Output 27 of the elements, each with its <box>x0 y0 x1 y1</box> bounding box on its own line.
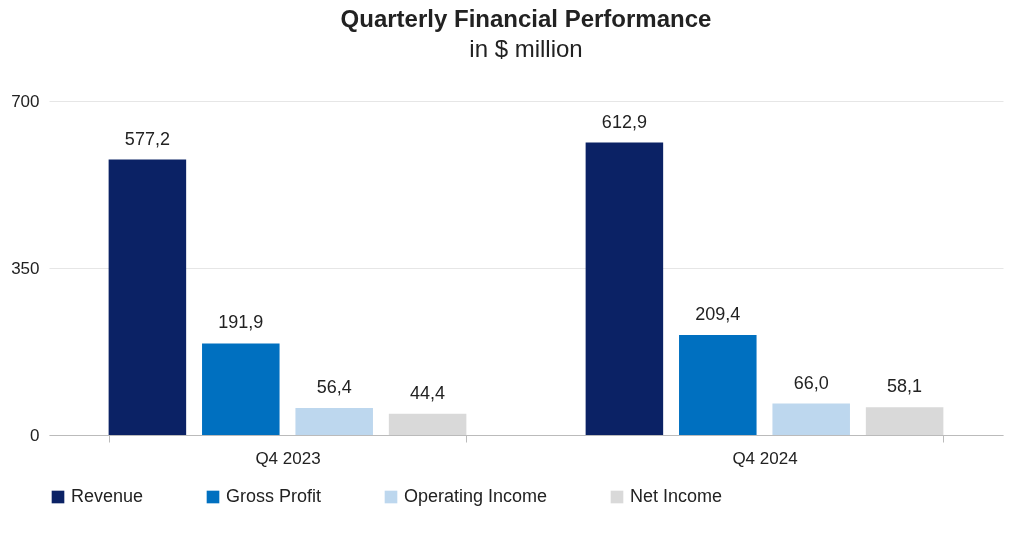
legend-label: Revenue <box>71 486 144 506</box>
bar <box>679 335 757 435</box>
bar <box>585 142 664 435</box>
bar <box>388 413 467 435</box>
data-label: 66,0 <box>793 372 829 393</box>
y-tick-label: 0 <box>30 425 40 445</box>
legend-label: Net Income <box>630 486 723 506</box>
legend-label: Gross Profit <box>226 486 322 506</box>
x-tick-label: Q4 2024 <box>732 448 798 468</box>
bar <box>772 403 850 435</box>
x-tick-label: Q4 2023 <box>255 448 321 468</box>
data-label: 577,2 <box>124 128 170 149</box>
bar <box>202 343 280 435</box>
y-tick-label: 700 <box>11 91 40 111</box>
data-label: 56,4 <box>316 377 352 398</box>
data-label: 209,4 <box>695 304 741 325</box>
data-label: 191,9 <box>218 312 264 333</box>
legend-label: Operating Income <box>404 486 548 506</box>
data-label: 44,4 <box>410 382 446 403</box>
chart-subtitle: in $ million <box>469 35 583 62</box>
data-label: 612,9 <box>601 111 647 132</box>
bar <box>108 159 187 435</box>
bar <box>865 407 944 435</box>
bar <box>295 408 373 435</box>
data-label: 58,1 <box>887 376 923 397</box>
y-tick-label: 350 <box>11 258 40 278</box>
chart-title: Quarterly Financial Performance <box>340 5 712 32</box>
